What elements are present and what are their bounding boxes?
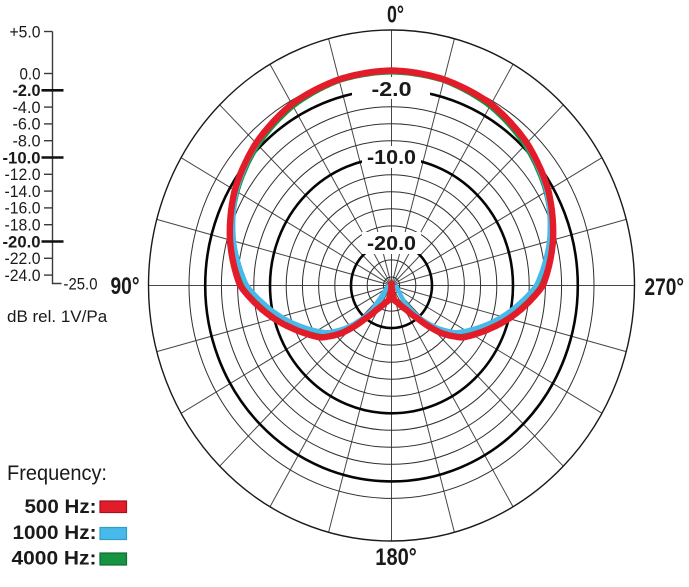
svg-text:1000 Hz:: 1000 Hz:	[13, 523, 97, 544]
svg-text:dB rel. 1V/Pa: dB rel. 1V/Pa	[7, 307, 108, 326]
svg-text:-25.0: -25.0	[64, 276, 98, 294]
svg-text:90°: 90°	[111, 273, 140, 300]
svg-text:-2.0: -2.0	[13, 82, 41, 100]
svg-text:-22.0: -22.0	[5, 250, 41, 268]
svg-text:-16.0: -16.0	[5, 200, 41, 218]
svg-text:-12.0: -12.0	[5, 166, 41, 184]
svg-text:-18.0: -18.0	[5, 217, 41, 235]
svg-text:-2.0: -2.0	[372, 79, 412, 101]
svg-text:-10.0: -10.0	[367, 147, 416, 169]
svg-text:-6.0: -6.0	[13, 116, 41, 134]
svg-text:-8.0: -8.0	[13, 133, 41, 151]
svg-text:180°: 180°	[375, 544, 417, 571]
svg-text:-20.0: -20.0	[3, 233, 41, 251]
svg-text:-14.0: -14.0	[5, 183, 41, 201]
svg-text:0.0: 0.0	[20, 65, 41, 83]
svg-text:500 Hz:: 500 Hz:	[25, 497, 97, 518]
svg-text:-24.0: -24.0	[5, 267, 41, 285]
svg-text:-4.0: -4.0	[13, 99, 41, 117]
svg-text:Frequency:: Frequency:	[7, 462, 107, 485]
svg-text:0°: 0°	[387, 2, 404, 29]
svg-text:-20.0: -20.0	[367, 233, 416, 255]
svg-text:270°: 270°	[645, 274, 685, 301]
svg-text:-10.0: -10.0	[3, 149, 41, 167]
svg-text:4000 Hz:: 4000 Hz:	[12, 549, 97, 570]
svg-text:+5.0: +5.0	[10, 23, 41, 41]
